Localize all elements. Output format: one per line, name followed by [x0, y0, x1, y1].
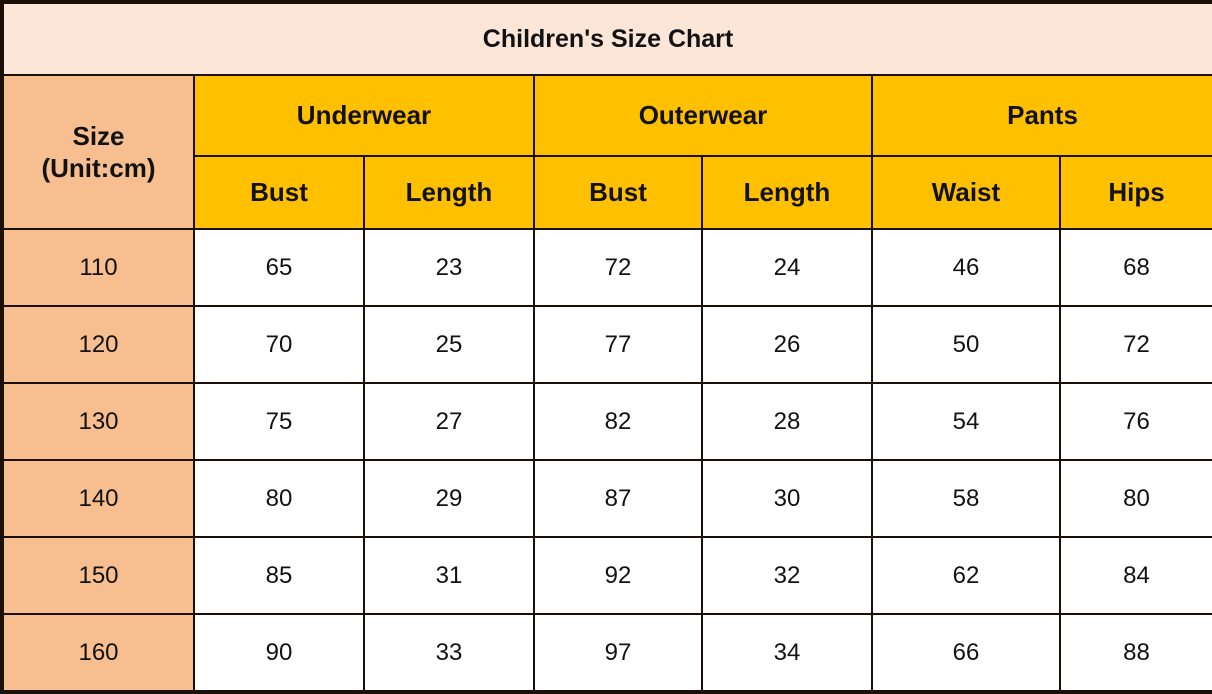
table-cell: 97 [533, 613, 703, 693]
table-cell: 32 [701, 536, 873, 615]
title-row: Children's Size Chart [0, 1, 1212, 76]
table-row: 140 80 29 87 30 58 80 [1, 459, 1212, 538]
table-cell: 92 [533, 536, 703, 615]
size-header-line2: (Unit:cm) [41, 153, 156, 183]
table-cell: 76 [1058, 382, 1212, 461]
table-cell: 88 [1058, 613, 1212, 693]
col-header-underwear-bust: Bust [193, 155, 365, 230]
table-cell: 84 [1058, 536, 1212, 615]
table-cell: 29 [363, 459, 535, 538]
group-header-row: Size (Unit:cm) Underwear Outerwear Pants [1, 74, 1212, 230]
table-cell: 72 [1058, 305, 1212, 384]
page-title: Children's Size Chart [0, 1, 1212, 76]
sub-header-row: Bust Length Bust Length Waist Hips [2, 155, 1212, 230]
size-label: 150 [1, 536, 195, 615]
col-header-underwear-length: Length [363, 155, 535, 230]
table-cell: 70 [193, 305, 365, 384]
table-cell: 24 [701, 228, 873, 307]
table-cell: 80 [193, 459, 365, 538]
size-label: 120 [1, 305, 195, 384]
col-header-outerwear-length: Length [701, 155, 873, 230]
table-cell: 33 [363, 613, 535, 693]
table-row: 130 75 27 82 28 54 76 [1, 382, 1212, 461]
table-cell: 90 [193, 613, 365, 693]
table-cell: 68 [1058, 228, 1212, 307]
table-cell: 54 [871, 382, 1061, 461]
table-cell: 66 [871, 613, 1061, 693]
table-cell: 23 [363, 228, 535, 307]
table-row: 160 90 33 97 34 66 88 [1, 613, 1212, 693]
table-row: 120 70 25 77 26 50 72 [1, 305, 1212, 384]
table-cell: 58 [871, 459, 1061, 538]
size-label: 140 [1, 459, 195, 538]
size-label: 160 [1, 613, 195, 693]
col-header-pants-waist: Waist [871, 155, 1061, 230]
group-header-underwear: Underwear [193, 74, 535, 157]
table-cell: 75 [193, 382, 365, 461]
table-cell: 65 [193, 228, 365, 307]
size-unit-header: Size (Unit:cm) [1, 74, 195, 230]
table-cell: 82 [533, 382, 703, 461]
table-cell: 80 [1058, 459, 1212, 538]
col-header-pants-hips: Hips [1058, 155, 1212, 230]
size-header-line1: Size [72, 120, 125, 151]
table-row: 110 65 23 72 24 46 68 [1, 228, 1212, 307]
table-cell: 28 [701, 382, 873, 461]
table-cell: 85 [193, 536, 365, 615]
table-cell: 25 [363, 305, 535, 384]
size-label: 130 [1, 382, 195, 461]
table-cell: 72 [533, 228, 703, 307]
table-cell: 31 [363, 536, 535, 615]
table-cell: 30 [701, 459, 873, 538]
size-label: 110 [1, 228, 195, 307]
table-cell: 77 [533, 305, 703, 384]
table-cell: 50 [871, 305, 1061, 384]
table-cell: 26 [701, 305, 873, 384]
group-header-outerwear: Outerwear [533, 74, 873, 157]
table-cell: 87 [533, 459, 703, 538]
table-row: 150 85 31 92 32 62 84 [1, 536, 1212, 615]
table-cell: 34 [701, 613, 873, 693]
col-header-outerwear-bust: Bust [533, 155, 703, 230]
table-cell: 46 [871, 228, 1061, 307]
group-header-pants: Pants [870, 74, 1212, 157]
table-cell: 62 [871, 536, 1061, 615]
table-cell: 27 [363, 382, 535, 461]
